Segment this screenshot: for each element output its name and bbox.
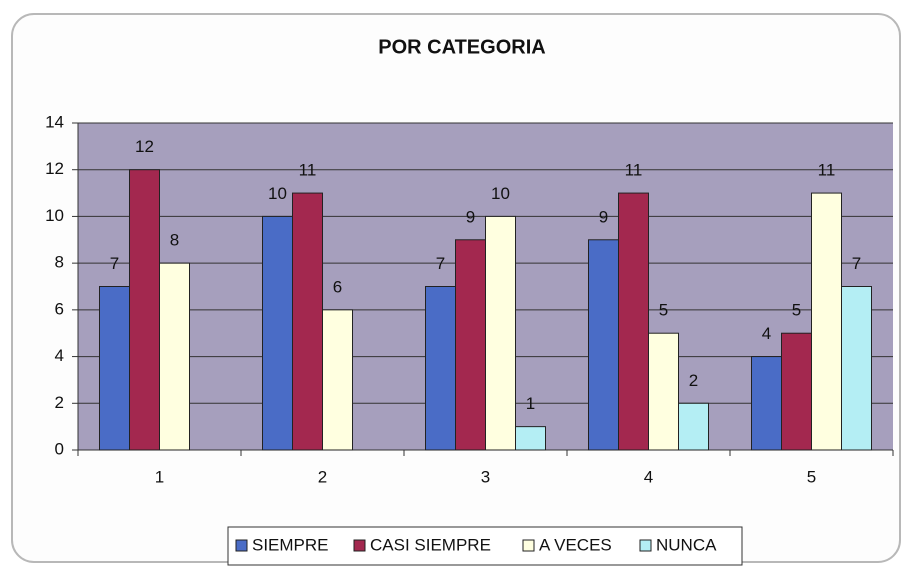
legend-swatch bbox=[639, 539, 652, 552]
legend-box bbox=[227, 526, 743, 566]
y-tick-label: 6 bbox=[55, 299, 64, 318]
data-label: 10 bbox=[491, 184, 510, 203]
data-label: 1 bbox=[526, 394, 535, 413]
data-label: 6 bbox=[333, 277, 342, 296]
bar bbox=[262, 215, 293, 451]
bar bbox=[425, 286, 456, 451]
x-tick-label: 1 bbox=[155, 467, 164, 486]
legend-label: CASI SIEMPRE bbox=[370, 535, 491, 554]
chart-title: POR CATEGORIA bbox=[378, 36, 545, 58]
bar bbox=[485, 215, 516, 451]
data-label: 5 bbox=[792, 301, 801, 320]
data-label: 11 bbox=[818, 161, 836, 180]
bar bbox=[322, 309, 353, 451]
data-label: 10 bbox=[268, 184, 287, 203]
legend-label: A VECES bbox=[539, 535, 612, 554]
data-label: 4 bbox=[762, 324, 771, 343]
bar bbox=[811, 192, 842, 451]
bar bbox=[648, 332, 679, 451]
bar bbox=[455, 239, 486, 451]
x-tick-label: 4 bbox=[644, 467, 653, 486]
bar bbox=[618, 192, 649, 451]
bar bbox=[292, 192, 323, 451]
legend-swatch bbox=[235, 539, 248, 552]
y-tick-label: 10 bbox=[45, 206, 64, 225]
x-tick-label: 2 bbox=[318, 467, 327, 486]
bar bbox=[129, 169, 160, 451]
bar bbox=[99, 286, 130, 451]
y-tick-label: 4 bbox=[55, 346, 64, 365]
bar bbox=[678, 402, 709, 451]
bar bbox=[781, 332, 812, 451]
x-tick-label: 5 bbox=[807, 467, 816, 486]
y-tick-label: 14 bbox=[45, 112, 64, 131]
data-label: 9 bbox=[466, 207, 475, 226]
data-label: 7 bbox=[110, 254, 119, 273]
legend-label: NUNCA bbox=[656, 535, 717, 554]
legend-swatch bbox=[353, 539, 366, 552]
y-tick-label: 12 bbox=[45, 159, 64, 178]
data-label: 11 bbox=[625, 161, 643, 180]
legend-swatch bbox=[522, 539, 535, 552]
y-tick-label: 8 bbox=[55, 253, 64, 272]
bar bbox=[751, 356, 782, 451]
legend-label: SIEMPRE bbox=[252, 535, 329, 554]
x-tick-label: 3 bbox=[481, 467, 490, 486]
data-label: 5 bbox=[659, 301, 668, 320]
y-tick-label: 2 bbox=[55, 393, 64, 412]
data-label: 7 bbox=[852, 254, 861, 273]
bar bbox=[588, 239, 619, 451]
data-label: 9 bbox=[599, 207, 608, 226]
data-label: 8 bbox=[170, 231, 179, 250]
data-label: 12 bbox=[135, 137, 154, 156]
bar bbox=[159, 262, 190, 451]
data-label: 7 bbox=[436, 254, 445, 273]
data-label: 11 bbox=[299, 161, 317, 180]
bar bbox=[841, 286, 872, 451]
data-label: 2 bbox=[689, 371, 698, 390]
bar bbox=[515, 426, 546, 451]
y-tick-label: 0 bbox=[55, 439, 64, 458]
